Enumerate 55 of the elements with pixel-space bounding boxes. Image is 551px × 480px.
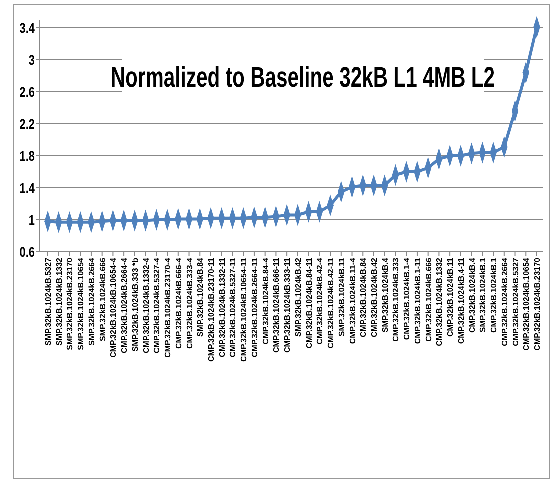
x-tick-label: SMP.32kB.1024kB.1 [478,257,488,333]
x-tick-label: CMP.32kB.1024kB.333-4 [185,257,194,350]
x-tick-label: SMP.32kB.1024kB.1332 [54,257,64,346]
x-tick-label: CMP.32kB.1024kB.10654-4 [109,257,118,358]
x-tick-label: CMP.32kB.1024kB.84-4 [261,257,270,345]
x-tick-label: CMP.32kB.1024kB.666-11 [272,257,282,354]
x-tick-label: CMP.32kB.1024kB.42-4 [316,257,325,345]
x-tick-label: SMP.32kB.1024kB.5327 [44,257,53,346]
text: Normalized to Baseline 32kB L1 4MB L2 [110,62,496,94]
x-tick-label: CMP.32kB.1024kB.666-4 [174,257,184,350]
y-tick-label: 3 [28,52,36,68]
x-tick-label: CMP.32kB.1024kB.1 [490,257,499,334]
x-tick-label: CMP.32kB.1024kB.2664-11 [250,257,260,358]
x-tick-label: CMP.32kB.1024kB.10654-11 [240,257,249,362]
x-tick-label: CMP.32kB.1024kB.666 [424,257,434,342]
x-tick-label: CMP.32kB.1024kB.84-11 [304,257,314,349]
x-tick-label: SMP.32kB.1024kB.333 *b [130,258,140,352]
x-tick-label: CMP.32kB.1024kB.42 [370,257,379,338]
x-tick-label: SMP.32kB.1024kB.2664 [87,257,96,346]
x-tick-label: CMP.32kB.1024kB.23170-11 [207,257,216,362]
x-tick-label: CMP.32kB.1024kB.333-11 [283,257,292,354]
x-tick-label: CMP.32kB.1024kB.1-4 [402,257,412,340]
x-tick-label: CMP.32kB.1024kB.4 [468,257,477,334]
x-tick-label: CMP.32kB.1024kB.2664 [500,257,510,346]
x-tick-label: SMP.32kB.1024kB.84 [196,257,206,338]
x-tick-label: CMP.32kB.1024kB.23170-4 [164,257,173,358]
x-tick-label: CMP.32kB.1024kB.10654 [522,257,532,351]
x-tick-label: CMP.32kB.1024kB.23170 [533,257,542,351]
x-tick-label: CMP.32kB.1024kB.5327 [511,257,520,346]
y-tick-label: 3.4 [20,20,36,36]
x-tick-label: CMP.32kB.1024kB.1332-4 [142,257,151,354]
y-tick-label: 2.2 [20,116,36,132]
y-tick-label: 1.8 [20,148,36,164]
x-tick-label: CMP.32kB.1024kB.333 [392,257,401,342]
x-tick-label: SMP.32kB.1024kB.42 [294,257,303,338]
x-tick-label: SMP.32kB.1024kB.11 [337,257,346,337]
x-tick-label: CMP.32kB.1024kB.1332 [435,257,444,346]
x-tick-label: CMP.32kB.1024kB.1-11 [413,257,422,344]
y-tick-label: 1 [28,212,36,228]
x-tick-label: SMP.32kB.1024kB.23170 [66,257,75,350]
x-tick-label: CMP.32kB.1024kB.5327-4 [152,257,162,354]
x-tick-label: CMP.32kB.1024kB.1332-11 [218,257,227,358]
x-tick-label: CMP.32kB.1024kB.42-11 [326,257,336,349]
y-tick-label: 0.6 [20,244,36,260]
x-tick-label: CMP.32kB.1024kB.84 [359,257,368,338]
x-tick-label: SMP.32kB.1024kB.4 [380,257,390,333]
x-tick-label: CMP.32kB.1024kB.5327-11 [228,257,238,358]
x-tick-label: SMP.32kB.1024kB.10654 [76,257,86,350]
x-tick-label: CMP.32kB.1024kB.2664-4 [120,257,130,354]
y-tick-label: 1.4 [20,180,36,196]
x-tick-label: SMP.32kB.1024kB.666 [98,257,108,342]
x-tick-label: CMP.32kB.1024kB.11-4 [348,257,358,344]
x-tick-label: CMP.32kB.1024kB.4-11 [456,257,466,344]
y-tick-label: 2.6 [20,84,36,100]
x-tick-label: CMP.32kB.1024kB.11 [446,257,456,338]
